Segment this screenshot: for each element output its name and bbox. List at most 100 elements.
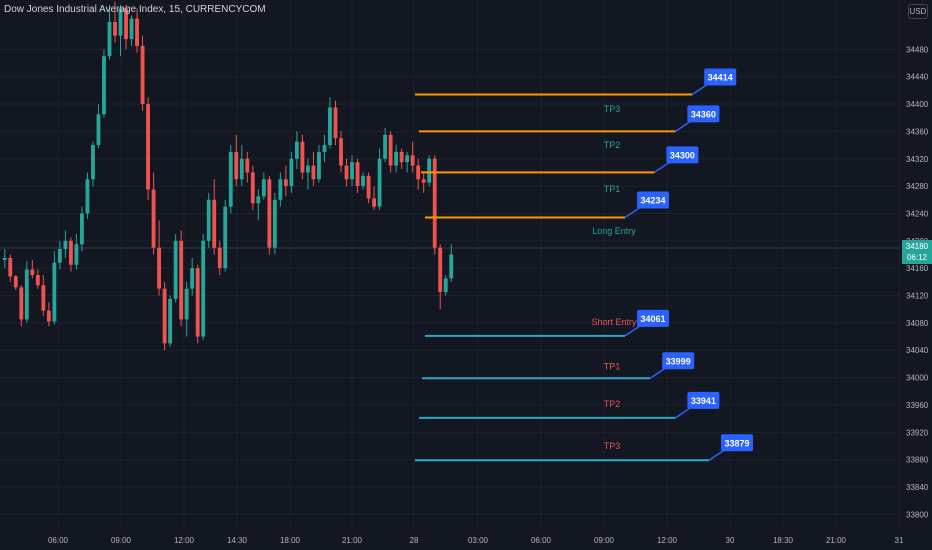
level-callout-box[interactable] <box>666 146 699 164</box>
candle-body <box>333 107 338 139</box>
current-price-tag: 34180 06:12 <box>902 240 932 264</box>
x-tick-label: 28 <box>410 536 419 545</box>
candle-body <box>46 310 51 322</box>
candle-body <box>250 172 255 204</box>
candle-body <box>129 18 134 40</box>
x-tick-label: 09:00 <box>111 536 132 545</box>
level-callout-leader <box>674 407 691 419</box>
level-callout-box[interactable] <box>637 191 669 209</box>
candle-body <box>85 179 90 214</box>
candle-body <box>449 254 454 279</box>
candle-body <box>30 269 35 275</box>
x-tick-label: 21:00 <box>342 536 363 545</box>
candle-body <box>377 158 382 207</box>
candle-body <box>146 104 151 190</box>
candle-body <box>173 240 178 299</box>
candle-body <box>234 151 239 180</box>
candle-body <box>223 206 228 269</box>
candle-body <box>217 247 222 269</box>
level-callout-label: 33941 <box>691 396 716 406</box>
candle-body <box>355 162 360 187</box>
candle-body <box>283 179 288 187</box>
level-callout-leader <box>708 449 725 461</box>
candle-body <box>272 199 277 248</box>
candle-body <box>41 285 46 311</box>
candle-body <box>245 158 250 173</box>
candle-body <box>432 158 437 248</box>
y-tick-label: 34000 <box>906 374 929 383</box>
candle-body <box>8 257 13 277</box>
candle-body <box>410 155 415 166</box>
candle-body <box>162 288 167 344</box>
candle-body <box>201 240 206 337</box>
trade-levels: 34414 34360 34300 34234 34061 33999 33941 33879… <box>415 68 753 462</box>
level-callout-leader <box>649 367 666 379</box>
currency-badge[interactable]: USD <box>908 4 928 19</box>
x-tick-label: 21:00 <box>826 536 847 545</box>
candle-body <box>168 298 173 344</box>
candle-body <box>443 278 448 293</box>
candle-body <box>322 145 327 152</box>
level-callout-leader <box>624 325 641 337</box>
candle-body <box>140 45 145 105</box>
candle-body <box>421 179 426 183</box>
level-callout-box[interactable] <box>687 391 720 409</box>
candle-body <box>261 179 266 197</box>
candle-body <box>267 179 272 248</box>
level-name: TP1 <box>604 184 621 194</box>
level-callout-leader <box>653 161 670 174</box>
level-callout-box[interactable] <box>637 309 669 327</box>
candle-body <box>239 158 244 180</box>
candle-body <box>388 134 393 166</box>
candle-body <box>195 268 200 337</box>
candle-body <box>91 145 95 180</box>
price-axis[interactable]: 3448034440344003436034320342803424034200… <box>906 45 929 519</box>
level-callout-box[interactable] <box>721 434 753 452</box>
y-tick-label: 34120 <box>906 292 929 301</box>
x-tick-label: 09:00 <box>594 536 615 545</box>
candlestick-series <box>2 1 454 351</box>
level-callout-box[interactable] <box>704 68 737 86</box>
level-callout-box[interactable] <box>662 352 695 370</box>
candle-body <box>113 22 117 36</box>
candle-body <box>206 199 211 241</box>
level-callout-label: 34360 <box>691 109 716 119</box>
y-tick-label: 34240 <box>906 209 929 218</box>
y-tick-label: 33960 <box>906 401 929 410</box>
x-tick-label: 31 <box>895 536 904 545</box>
level-callout-leader <box>691 83 708 96</box>
level-callout-leader <box>624 206 641 219</box>
candle-body <box>394 151 399 166</box>
level-name: TP3 <box>604 104 621 114</box>
candle-body <box>438 247 443 293</box>
y-tick-label: 34440 <box>906 73 929 82</box>
level-name: TP3 <box>604 441 621 451</box>
candle-body <box>328 107 332 146</box>
candle-body <box>294 141 299 159</box>
candle-body <box>383 134 388 159</box>
candle-body <box>366 175 371 199</box>
candle-body <box>300 141 305 173</box>
candle-body <box>52 262 57 322</box>
level-callout-box[interactable] <box>687 105 720 123</box>
candle-body <box>278 179 283 200</box>
x-tick-label: 12:00 <box>657 536 678 545</box>
candle-body <box>179 240 184 320</box>
candle-body <box>2 257 7 260</box>
level-callout-leader <box>674 120 691 133</box>
candle-body <box>74 244 79 265</box>
x-tick-label: 30 <box>726 536 735 545</box>
level-callout-label: 34300 <box>670 150 695 160</box>
level-name: Long Entry <box>592 226 636 236</box>
candle-body <box>212 199 217 248</box>
level-callout-label: 34414 <box>708 72 733 82</box>
candle-body <box>79 213 84 245</box>
candle-body <box>305 165 310 173</box>
candle-body <box>96 114 101 146</box>
time-axis[interactable]: 06:00 09:00 12:00 14:30 18:00 21:00 28 03:00 06:… <box>48 536 904 545</box>
candle-body <box>57 249 62 263</box>
current-price-value: 34180 <box>905 242 929 251</box>
candle-body <box>372 198 377 207</box>
candle-body <box>339 138 343 166</box>
